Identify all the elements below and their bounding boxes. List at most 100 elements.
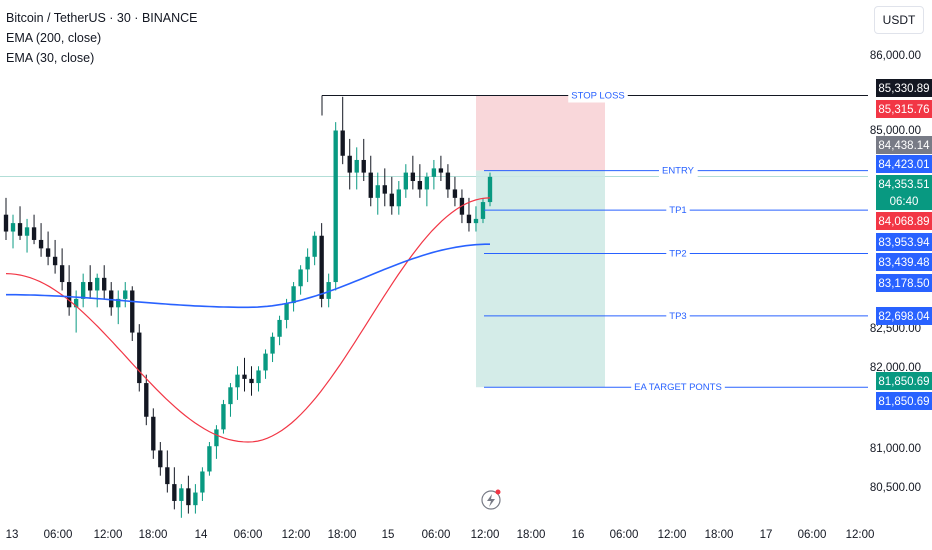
candle-body <box>424 176 430 190</box>
y-tick-label: 82,000.00 <box>870 362 921 374</box>
price-label-box <box>876 175 932 193</box>
price-label-text: 85,330.89 <box>878 83 929 95</box>
candle-body <box>59 265 65 283</box>
x-tick-label: 18:00 <box>139 529 168 541</box>
candle-body <box>116 298 121 308</box>
level-label-bg <box>631 381 725 395</box>
candle-body <box>319 235 324 299</box>
level-label-bg <box>666 247 690 261</box>
target-zone[interactable] <box>476 170 605 388</box>
candle-body <box>375 185 380 198</box>
x-tick-label: 06:00 <box>798 529 827 541</box>
candle-body <box>179 488 184 501</box>
symbol-title: Bitcoin / TetherUS · 30 · BINANCE <box>6 11 198 25</box>
candle-body <box>326 282 331 299</box>
candle-body <box>249 378 254 384</box>
candle-body <box>123 290 128 299</box>
x-tick-label: 06:00 <box>234 529 263 541</box>
candle-body <box>214 429 219 447</box>
candle-body <box>347 155 352 173</box>
price-label-text: 81,850.69 <box>878 376 929 388</box>
candle-body <box>24 227 30 236</box>
indicator-ema30-label[interactable]: EMA (30, close) <box>6 51 95 65</box>
price-label-box <box>876 155 932 173</box>
candle-body <box>95 277 100 291</box>
level-label: ENTRY <box>662 166 695 177</box>
price-label-text: 84,423.01 <box>878 159 929 171</box>
candle-body <box>242 374 247 379</box>
x-tick-label: 12:00 <box>94 529 123 541</box>
y-tick-label: 85,000.00 <box>870 125 921 137</box>
currency-button[interactable]: USDT <box>874 6 924 34</box>
candle-body <box>431 168 437 177</box>
price-label-box <box>876 372 932 390</box>
candle-body <box>389 193 394 207</box>
x-tick-label: 13 <box>6 529 19 541</box>
candle-body <box>102 277 107 291</box>
price-label-text: 82,698.04 <box>878 311 930 323</box>
level-label-bg <box>666 204 690 218</box>
candle-body <box>172 484 177 501</box>
candle-body <box>3 214 9 232</box>
lightning-icon[interactable] <box>481 489 501 510</box>
price-label-text: 84,353.51 <box>878 179 929 191</box>
price-label-text: 06:40 <box>890 196 919 208</box>
candle-body <box>284 303 289 320</box>
candle-body <box>445 172 451 190</box>
x-tick-label: 06:00 <box>610 529 639 541</box>
candle-body <box>158 450 163 468</box>
candle-body <box>38 239 44 249</box>
candle-body <box>452 189 458 198</box>
candle-body <box>333 130 338 283</box>
price-label-text: 83,439.48 <box>878 257 929 269</box>
candle-body <box>45 248 51 257</box>
price-label-box <box>876 307 932 325</box>
candle-body <box>200 471 205 493</box>
candle-body <box>130 290 135 333</box>
x-tick-label: 14 <box>195 529 208 541</box>
candle-body <box>221 404 226 430</box>
level-label: STOP LOSS <box>571 90 625 101</box>
price-label-text: 85,315.76 <box>878 104 929 116</box>
x-tick-label: 12:00 <box>282 529 311 541</box>
candle-body <box>66 282 72 308</box>
level-label: EA TARGET PONTS <box>634 382 722 393</box>
indicator-ema200-label[interactable]: EMA (200, close) <box>6 31 102 45</box>
candle-body <box>466 214 472 224</box>
price-label-text: 83,953.94 <box>878 237 930 249</box>
x-tick-label: 16 <box>572 529 585 541</box>
x-tick-label: 18:00 <box>517 529 546 541</box>
x-tick-label: 06:00 <box>422 529 451 541</box>
candle-body <box>305 256 310 270</box>
price-label-box <box>876 192 932 210</box>
candle-body <box>340 130 345 156</box>
candle-body <box>361 159 366 173</box>
candle-body <box>52 256 58 266</box>
y-tick-label: 80,500.00 <box>870 482 921 494</box>
price-label-box <box>876 136 932 154</box>
x-tick-label: 12:00 <box>846 529 875 541</box>
candle-body <box>438 168 444 173</box>
candle-body <box>193 492 198 506</box>
price-label-box <box>876 253 932 271</box>
candle-body <box>410 172 416 182</box>
stop-loss-zone[interactable] <box>476 95 605 171</box>
candle-body <box>228 387 233 405</box>
level-label-bg <box>568 89 628 103</box>
candle-body <box>291 286 296 304</box>
candle-body <box>256 370 261 384</box>
x-tick-label: 18:00 <box>328 529 357 541</box>
candle-body <box>31 227 37 240</box>
candle-body <box>298 269 303 287</box>
level-label-bg <box>666 309 690 323</box>
price-label-text: 83,178.50 <box>878 278 929 290</box>
candle-body <box>277 319 282 337</box>
level-label-bg <box>658 164 698 178</box>
candle-body <box>186 488 191 506</box>
candle-body <box>417 181 423 190</box>
x-tick-label: 12:00 <box>471 529 500 541</box>
ema30-line <box>5 197 491 443</box>
candle-body <box>403 172 409 190</box>
candle-body <box>235 374 240 388</box>
